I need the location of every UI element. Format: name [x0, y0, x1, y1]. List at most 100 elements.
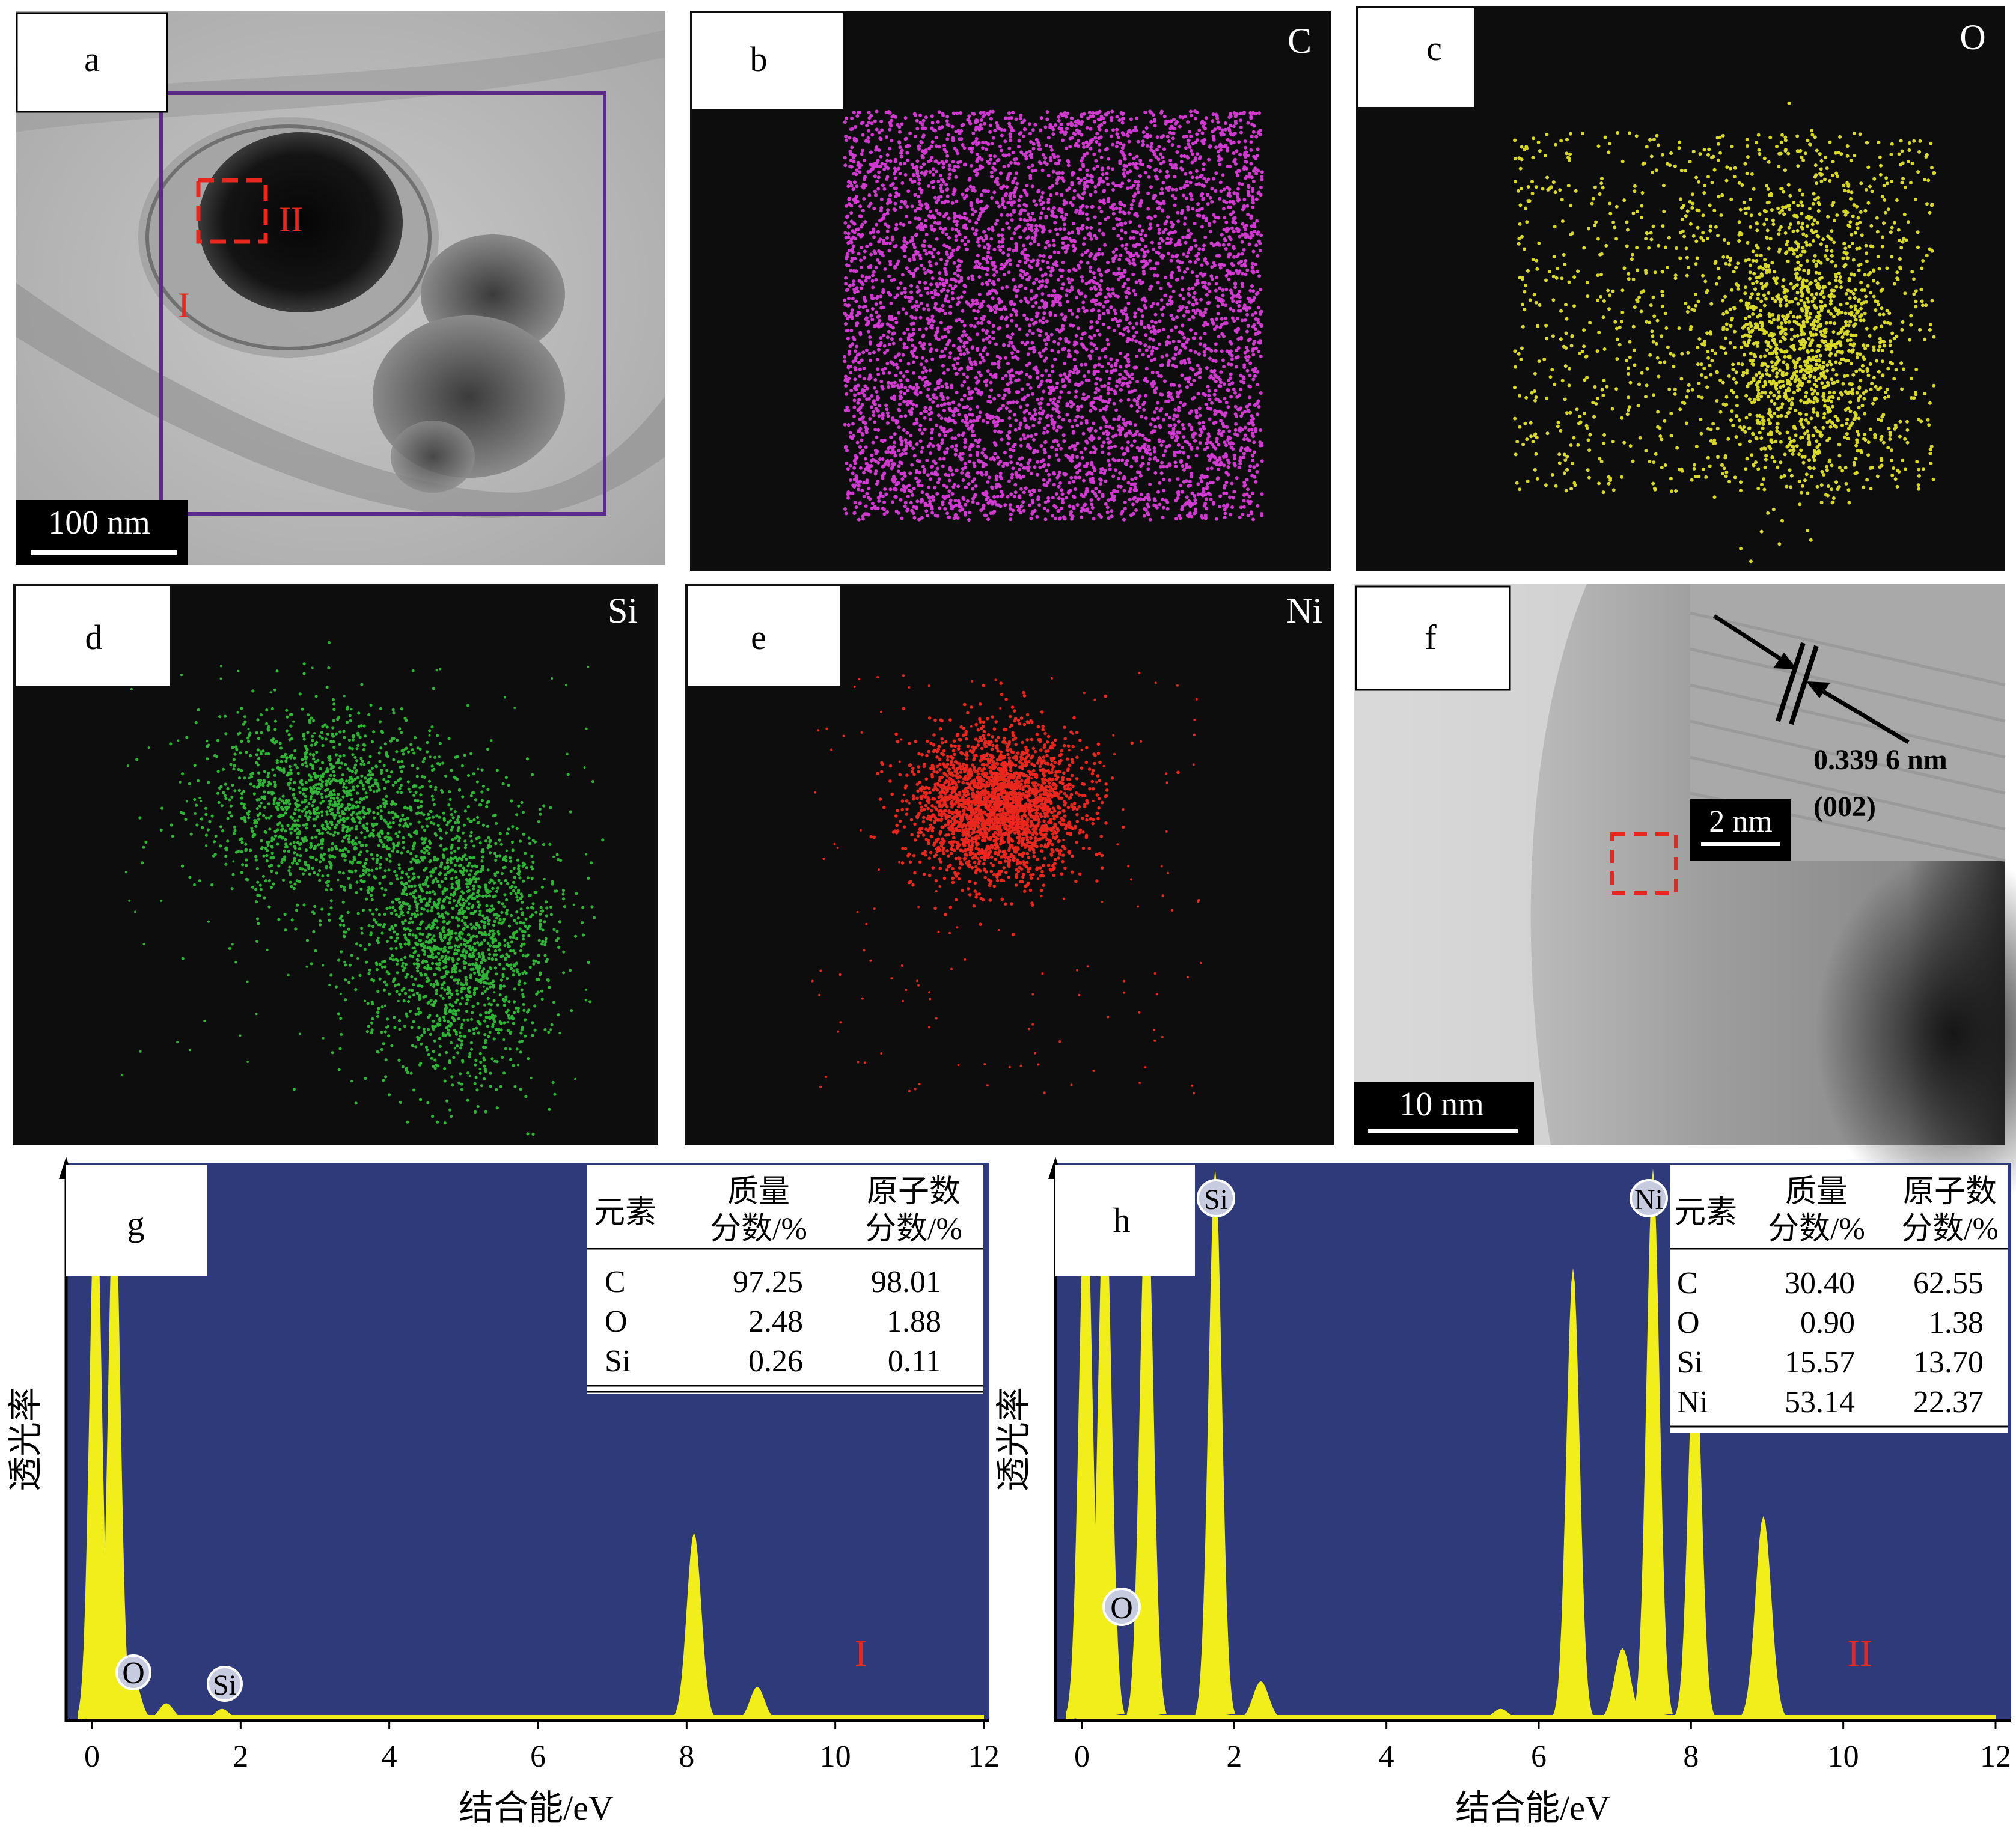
map-dot: [1099, 478, 1103, 482]
map-dot: [975, 152, 979, 156]
map-dot: [1082, 345, 1086, 349]
map-dot: [861, 514, 865, 519]
map-dot: [1140, 297, 1144, 302]
map-dot: [930, 314, 935, 318]
map-dot: [871, 273, 875, 278]
map-dot: [867, 397, 871, 401]
map-dot: [1231, 447, 1235, 451]
map-dot: [991, 296, 995, 300]
map-dot: [1156, 223, 1160, 227]
map-dot: [995, 200, 999, 204]
map-dot: [1047, 472, 1051, 477]
map-dot: [1008, 193, 1012, 198]
map-dot: [1010, 332, 1015, 337]
map-dot: [920, 171, 924, 175]
map-dot: [882, 464, 886, 468]
map-dot: [875, 109, 879, 114]
map-dot: [1174, 498, 1178, 502]
map-dot: [1104, 502, 1108, 506]
map-dot: [1080, 120, 1084, 124]
map-dot: [1153, 425, 1158, 429]
map-dot: [992, 136, 995, 140]
map-dot: [1205, 497, 1208, 501]
map-dot: [1045, 110, 1049, 114]
map-dot: [896, 511, 900, 515]
map-dot: [894, 195, 898, 199]
map-dot: [947, 489, 951, 493]
map-dot: [1050, 349, 1054, 353]
map-dot: [1028, 132, 1032, 136]
map-dot: [911, 172, 915, 177]
map-dot: [997, 394, 1001, 397]
map-dot: [1246, 324, 1250, 328]
map-dot: [997, 240, 1001, 244]
map-dot: [982, 299, 985, 303]
map-dot: [1083, 374, 1087, 378]
map-dot: [1096, 183, 1101, 187]
map-dot: [1130, 372, 1134, 376]
map-dot: [1002, 306, 1006, 310]
map-dot: [918, 253, 922, 257]
map-dot: [1171, 131, 1176, 135]
map-dot: [1114, 216, 1119, 221]
map-dot: [1057, 350, 1061, 354]
map-dot: [1090, 299, 1094, 303]
map-dot: [989, 309, 993, 312]
map-dot: [1148, 483, 1152, 486]
map-dot: [1006, 163, 1010, 168]
map-dot: [1186, 380, 1190, 384]
map-dot: [1140, 237, 1143, 241]
map-dot: [1173, 407, 1178, 412]
map-dot: [1161, 305, 1165, 309]
map-dot: [1000, 490, 1004, 494]
map-dot: [1055, 232, 1060, 236]
map-dot: [853, 366, 857, 370]
map-dot: [909, 412, 914, 416]
map-dot: [1089, 178, 1093, 183]
map-dot: [883, 267, 887, 271]
map-dot: [852, 160, 856, 164]
map-dot: [873, 386, 876, 390]
map-dot: [1144, 348, 1149, 352]
map-dot: [881, 506, 885, 510]
map-dot: [914, 476, 918, 480]
map-dot: [1051, 303, 1055, 308]
map-dot: [1221, 288, 1225, 292]
map-dot: [1260, 492, 1264, 496]
map-dot: [869, 231, 873, 235]
map-dot: [888, 315, 892, 318]
map-dot: [948, 498, 953, 502]
map-dot: [1068, 136, 1072, 141]
map-dot: [1218, 162, 1222, 166]
map-dot: [923, 427, 927, 431]
map-dot: [1170, 435, 1174, 439]
map-dot: [875, 435, 879, 439]
map-dot: [915, 459, 920, 463]
map-dot: [948, 351, 953, 355]
map-dot: [1190, 175, 1194, 180]
map-dot: [1173, 453, 1177, 457]
map-dot: [857, 233, 861, 237]
map-dot: [943, 267, 947, 271]
map-dot: [894, 222, 899, 227]
map-dot: [1034, 314, 1039, 318]
map-dot: [1129, 117, 1133, 121]
map-dot: [1001, 464, 1006, 468]
map-dot: [1194, 243, 1198, 248]
map-dot: [914, 316, 918, 320]
map-dot: [915, 165, 919, 169]
map-dot: [997, 365, 1001, 370]
map-dot: [844, 322, 848, 326]
map-dot: [977, 243, 982, 248]
map-dot: [1097, 362, 1101, 367]
map-dot: [956, 484, 961, 489]
map-dot: [1104, 479, 1108, 483]
map-dot: [1176, 443, 1181, 447]
map-dot: [1163, 379, 1167, 383]
map-dot: [1128, 153, 1132, 156]
map-dot: [934, 336, 938, 340]
map-dot: [959, 276, 964, 280]
map-dot: [990, 174, 994, 178]
map-dot: [1204, 403, 1208, 406]
map-dot: [950, 383, 954, 388]
